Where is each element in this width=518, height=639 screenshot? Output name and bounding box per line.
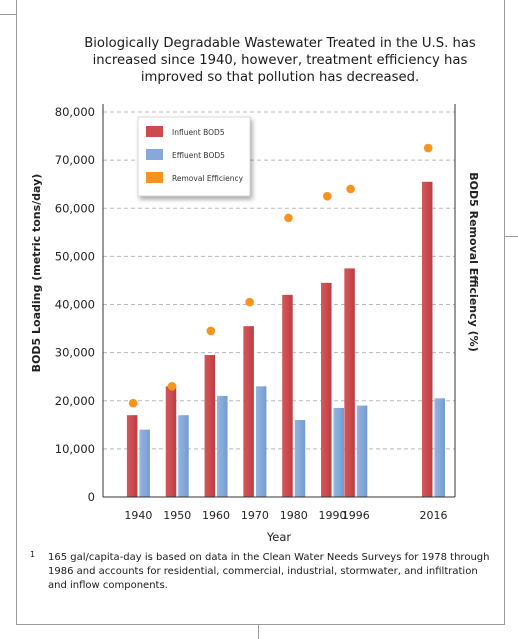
x-tick-label: 1996 xyxy=(342,509,370,522)
effluent-bar xyxy=(178,415,189,497)
influent-bar xyxy=(321,282,332,497)
legend-label: Removal Efficiency xyxy=(172,174,244,183)
efficiency-point xyxy=(322,191,332,201)
legend-label: Influent BOD5 xyxy=(172,128,225,137)
efficiency-point xyxy=(423,143,433,153)
x-tick-label: 1970 xyxy=(241,509,269,522)
legend-swatch xyxy=(146,126,163,137)
y-tick-label: 30,000 xyxy=(55,346,95,360)
y-tick-label: 50,000 xyxy=(55,249,95,263)
effluent-bar xyxy=(217,395,228,497)
y-tick-label: 20,000 xyxy=(55,394,95,408)
chart-title: Biologically Degradable Wastewater Treat… xyxy=(84,36,476,85)
y-tick-label: 10,000 xyxy=(55,442,95,456)
legend-swatch xyxy=(146,172,163,183)
legend-label: Effluent BOD5 xyxy=(172,151,225,160)
effluent-bar xyxy=(255,386,267,497)
influent-bar xyxy=(344,268,355,497)
y-axis-title: BOD5 Loading (metric tons/day) xyxy=(30,174,43,373)
x-tick-label: 1950 xyxy=(163,509,191,522)
y-tick-label: 60,000 xyxy=(55,201,95,215)
x-tick-label: 2016 xyxy=(419,509,447,522)
x-axis-title: Year xyxy=(266,530,292,544)
y-tick-label: 70,000 xyxy=(55,153,95,167)
y-tick-label: 80,000 xyxy=(55,105,95,119)
influent-bar xyxy=(282,294,293,497)
x-tick-label: 1990 xyxy=(319,509,347,522)
footnote-text: 165 gal/capita-day is based on data in t… xyxy=(48,552,490,591)
influent-bar xyxy=(204,355,216,497)
effluent-bar xyxy=(434,398,445,497)
frame-left-border xyxy=(16,0,17,625)
efficiency-point xyxy=(128,398,138,408)
influent-bar xyxy=(126,415,138,497)
efficiency-points xyxy=(128,143,433,408)
y-tick-label: 0 xyxy=(88,490,95,504)
legend: Influent BOD5 Effluent BOD5 Removal Effici… xyxy=(137,116,251,197)
y-axis-right-title: BOD5 Removal Efficiency (%) xyxy=(467,172,480,351)
effluent-bar xyxy=(333,407,345,497)
frame-right-border xyxy=(504,0,505,625)
effluent-bar xyxy=(294,420,306,497)
bars xyxy=(126,181,445,497)
x-tick-label: 1940 xyxy=(124,509,152,522)
efficiency-point xyxy=(284,213,293,223)
influent-bar xyxy=(165,386,177,497)
effluent-bar xyxy=(356,405,368,497)
frame-right-tick xyxy=(505,236,518,237)
influent-bar xyxy=(421,181,433,497)
footnote-marker: 1 xyxy=(30,550,36,559)
frame-bottom-tick xyxy=(258,625,259,639)
efficiency-point xyxy=(346,184,355,194)
y-tick-label: 40,000 xyxy=(55,298,95,312)
legend-swatch xyxy=(146,149,163,160)
efficiency-point xyxy=(167,382,177,391)
axes: 0 10,000 20,000 30,000 40,000 50,000 60,000 70,… xyxy=(30,104,480,544)
x-tick-label: 1980 xyxy=(280,509,308,522)
influent-bar xyxy=(243,326,254,497)
effluent-bar xyxy=(139,429,150,497)
frame-bottom-border xyxy=(16,624,505,625)
efficiency-point xyxy=(245,297,254,307)
frame-top-tick xyxy=(0,14,16,15)
efficiency-point xyxy=(206,326,216,336)
x-tick-label: 1960 xyxy=(202,509,230,522)
